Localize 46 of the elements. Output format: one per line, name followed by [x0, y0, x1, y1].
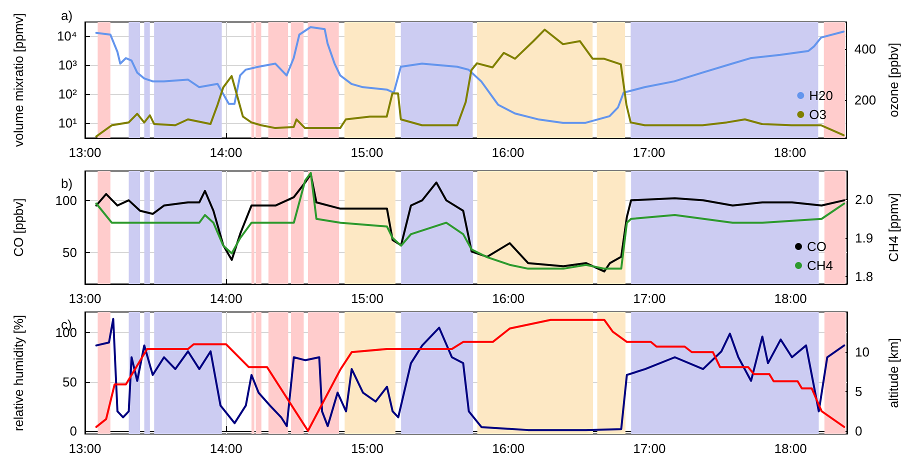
y2-tick-label: 200 [854, 92, 876, 108]
y-axis-title: volume mixratio [ppmv] [11, 13, 26, 147]
x-tick-label: 14:00 [210, 145, 242, 160]
y-tick-label: 10² [58, 86, 78, 102]
x-tick-label: 16:00 [492, 145, 524, 160]
x-tick-label: 17:00 [632, 145, 666, 160]
x-tick-label: 13:00 [68, 291, 102, 306]
y-tick-label: 10⁴ [56, 28, 77, 44]
x-tick-label: 13:00 [68, 145, 102, 160]
y2-tick-label: 1.8 [855, 268, 874, 284]
y-tick-label: 50 [62, 374, 77, 390]
x-tick-label: 18:00 [774, 291, 807, 306]
y2-tick-label: 10 [855, 344, 870, 360]
y-tick-label: 10³ [58, 57, 78, 72]
x-tick-label: 17:00 [633, 291, 666, 306]
x-tick-label: 18:00 [774, 441, 807, 456]
x-tick-label: 14:00 [210, 291, 242, 306]
legend-label: O3 [809, 107, 826, 122]
x-tick-label: 13:00 [68, 441, 102, 456]
y-tick-label: 0 [70, 424, 77, 439]
y-tick-label: 50 [62, 245, 77, 260]
x-tick-label: 15:00 [350, 145, 384, 160]
x-tick-label: 15:00 [350, 441, 384, 456]
x-tick-label: 16:00 [492, 441, 525, 456]
y2-tick-label: 2.0 [855, 192, 874, 208]
x-tick-label: 15:00 [350, 291, 384, 306]
y2-tick-label: 400 [854, 41, 876, 56]
x-tick-label: 16:00 [492, 291, 525, 306]
chart-title: b) [61, 176, 73, 191]
legend-label: CH4 [806, 258, 834, 273]
y2-tick-label: 5 [855, 384, 862, 399]
y-axis-title: relative humidity [%] [11, 314, 26, 432]
chart-title: a) [61, 8, 73, 23]
y2-axis-title: CH4 [ppmv] [886, 193, 901, 262]
x-tick-label: 17:00 [633, 441, 666, 456]
x-tick-label: 14:00 [210, 441, 242, 456]
y2-tick-label: 1.9 [855, 230, 874, 246]
y2-axis-title: altitude [km] [886, 338, 901, 408]
y-tick-label: 10¹ [58, 115, 78, 130]
legend-label: CO [806, 239, 826, 254]
legend-label: H20 [809, 88, 834, 103]
y2-tick-label: 0 [855, 423, 862, 438]
y2-axis-title: ozone [ppbv] [886, 42, 901, 118]
y-axis-title: CO [ppbv] [11, 198, 26, 257]
y-tick-label: 100 [55, 192, 77, 208]
x-tick-label: 18:00 [774, 145, 806, 160]
